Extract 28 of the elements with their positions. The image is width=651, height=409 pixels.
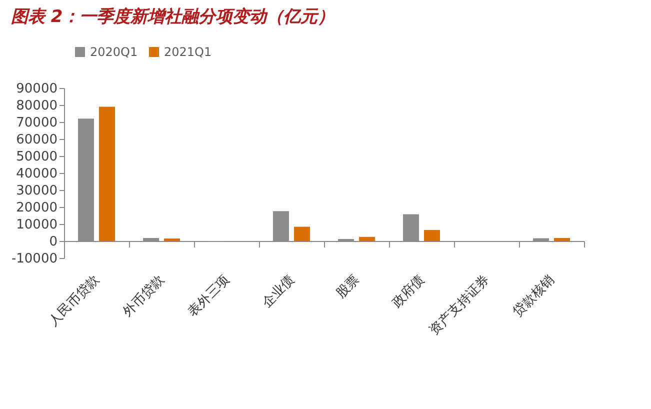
y-tick-label: 70000 xyxy=(16,116,58,130)
y-tick-label: 10000 xyxy=(16,218,58,232)
bar xyxy=(358,236,375,241)
x-tick-label: 资产支持证券 xyxy=(426,272,493,338)
y-tick-label: 90000 xyxy=(16,82,58,96)
legend-label: 2021Q1 xyxy=(164,45,212,59)
x-tick-label: 外币贷款 xyxy=(120,272,168,320)
bar xyxy=(294,226,310,241)
y-tick-label: -10000 xyxy=(11,252,58,266)
bar xyxy=(554,238,570,241)
y-tick-label: 60000 xyxy=(16,132,58,148)
x-tick-label: 贷款核销 xyxy=(510,272,558,320)
legend-label: 2020Q1 xyxy=(90,45,138,59)
x-tick-label: 企业债 xyxy=(259,272,298,311)
bar xyxy=(98,106,115,241)
y-tick-label: 30000 xyxy=(16,184,58,198)
y-tick-label: 80000 xyxy=(16,98,58,114)
x-tick-label: 政府债 xyxy=(388,272,428,311)
x-tick-label: 人民币贷款 xyxy=(46,272,103,330)
x-tick-label: 股票 xyxy=(334,272,363,302)
chart-title: 图表 2：一季度新增社融分项变动（亿元） xyxy=(10,7,335,27)
bar xyxy=(424,230,440,241)
y-tick-label: 50000 xyxy=(16,150,58,164)
y-tick-label: 20000 xyxy=(16,200,58,216)
y-tick-label: 40000 xyxy=(16,166,58,182)
x-tick-label: 表外三项 xyxy=(185,272,233,320)
y-tick-label: 0 xyxy=(49,234,58,250)
bar xyxy=(164,238,180,241)
